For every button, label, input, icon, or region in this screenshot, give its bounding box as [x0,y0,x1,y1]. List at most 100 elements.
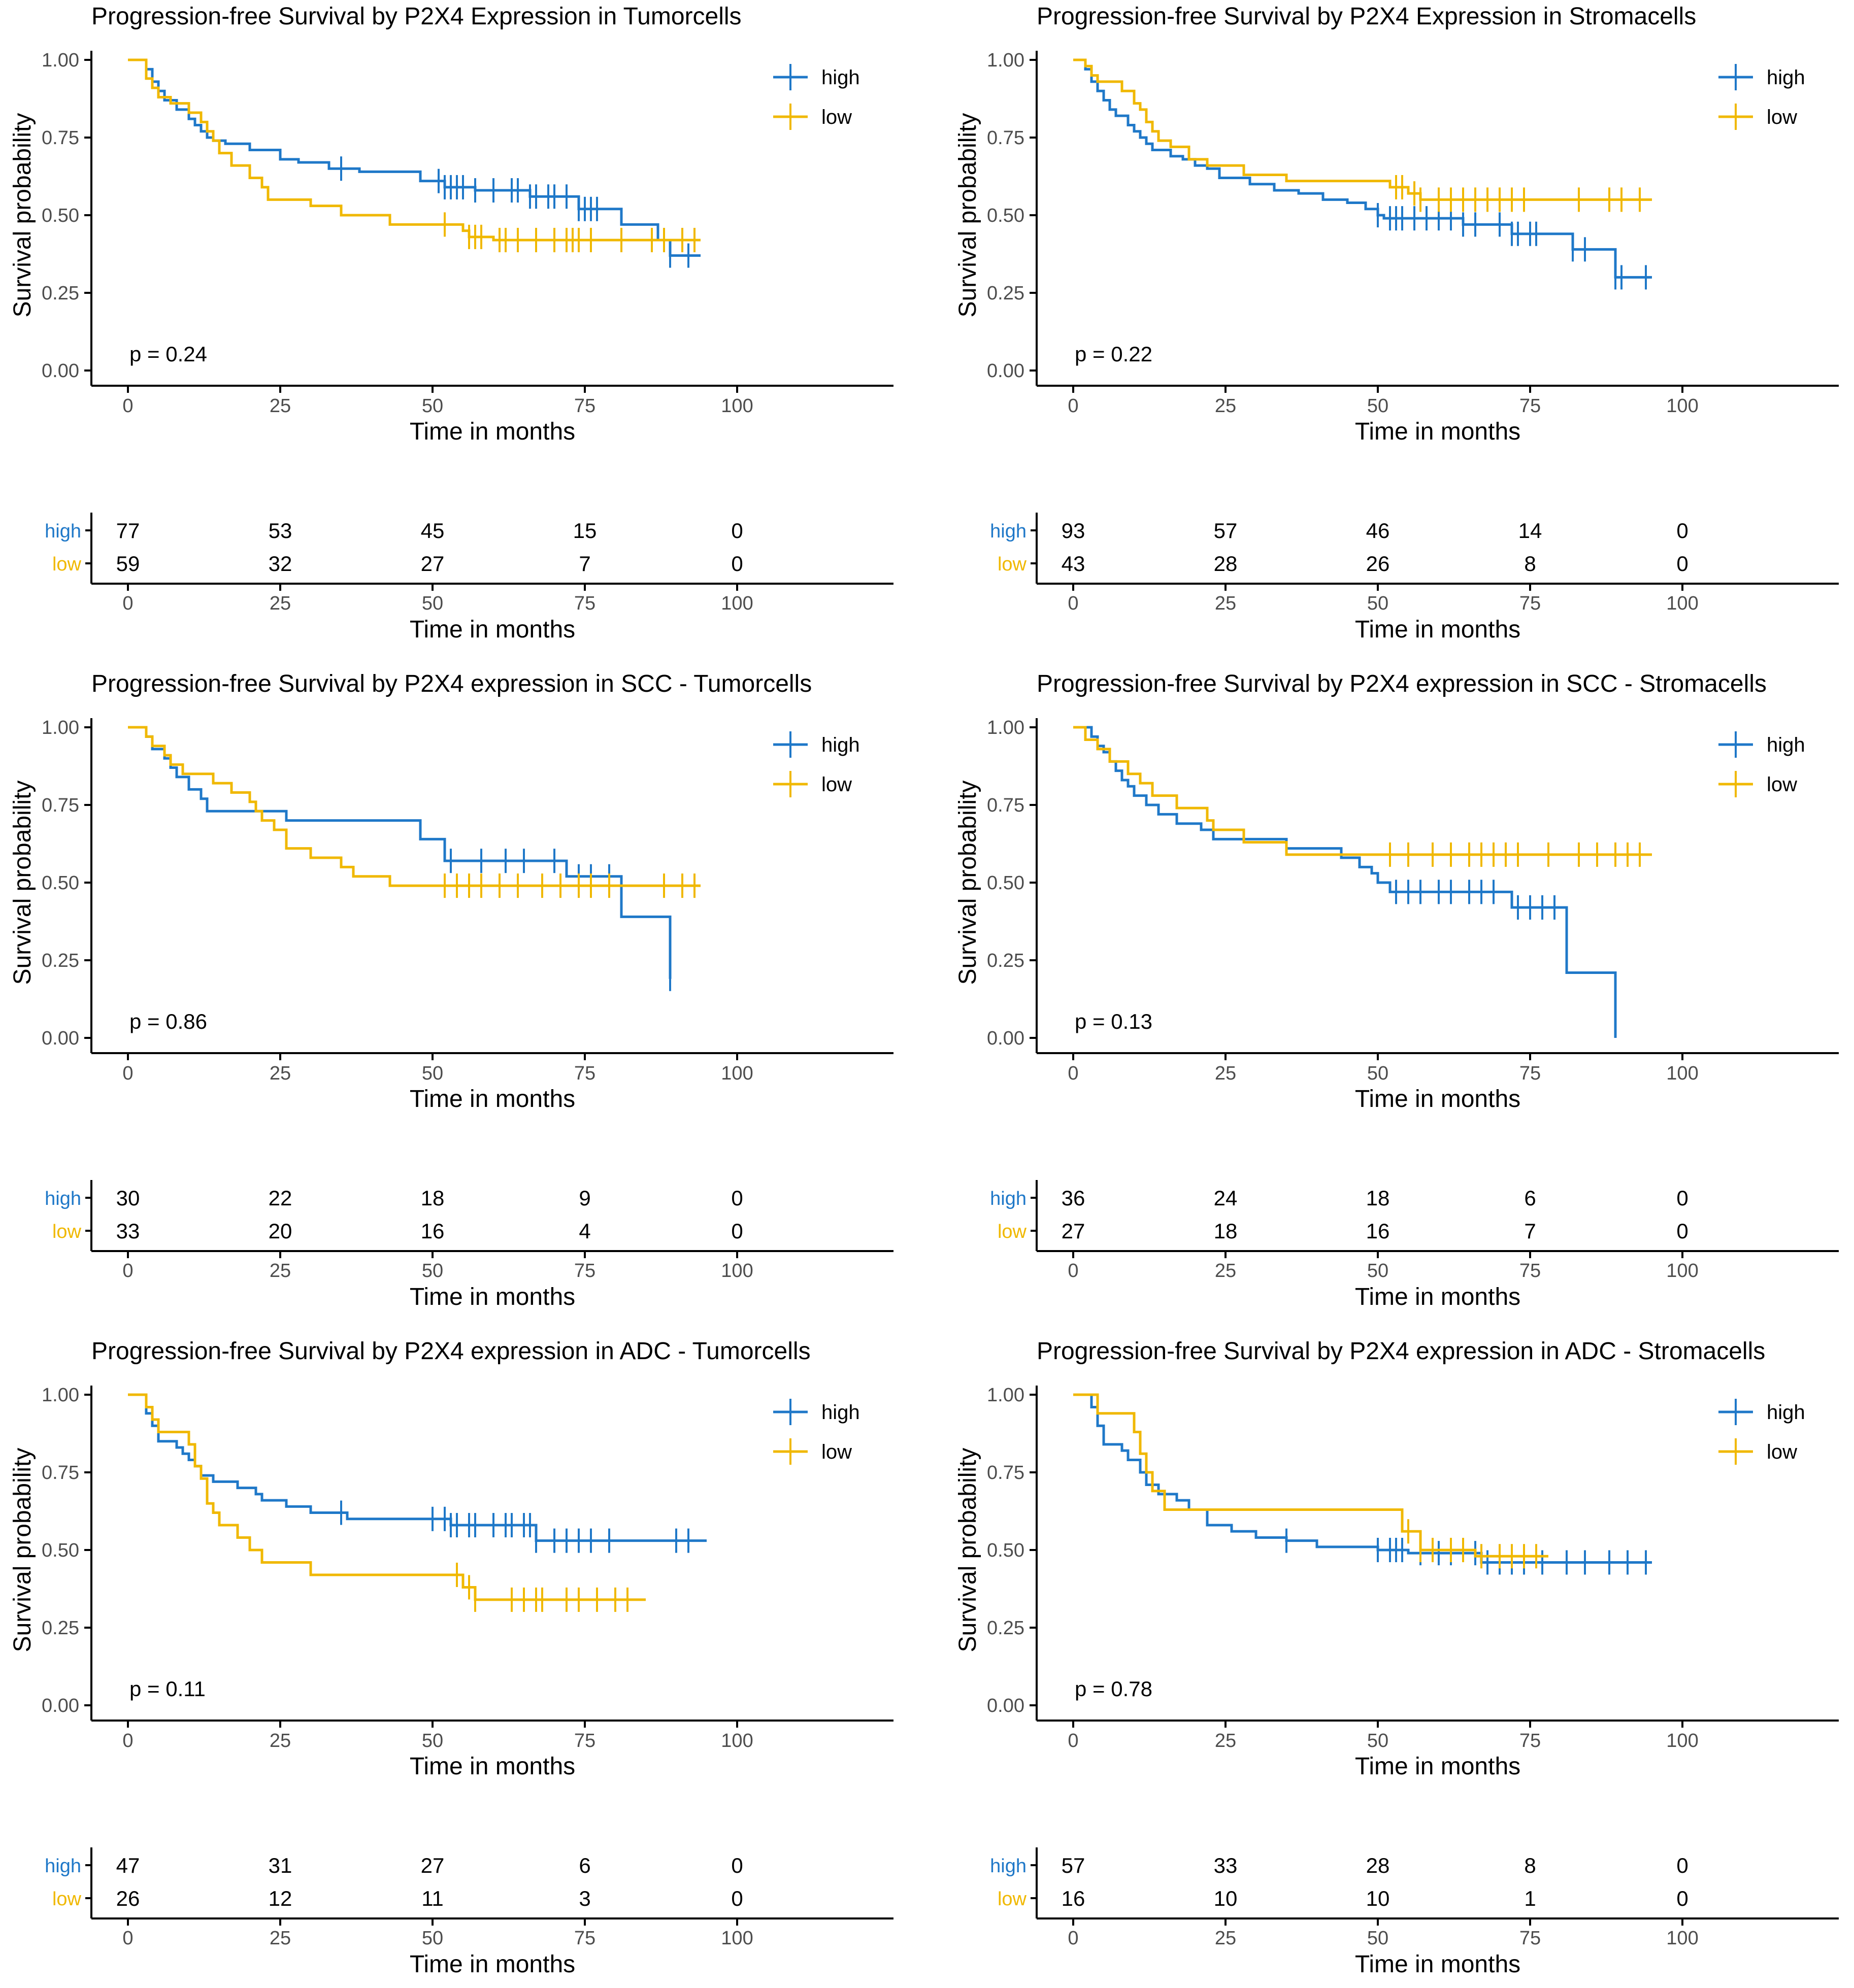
risk-count-low: 26 [1366,552,1390,576]
x-tick-label: 50 [422,395,443,417]
panel-title: Progression-free Survival by P2X4 Expres… [1037,3,1696,30]
x-tick-label: 100 [1666,1063,1698,1084]
risk-count-high: 28 [1366,1854,1390,1877]
legend-item-high: high [773,1399,860,1425]
risk-count-high: 9 [579,1186,590,1210]
y-tick-label: 0.50 [42,205,79,226]
risk-count-high: 33 [1214,1854,1238,1877]
risk-x-tick-label: 100 [1666,1260,1698,1282]
curve-high [1073,726,1617,1038]
risk-count-low: 8 [1524,552,1536,576]
curve-low [128,726,701,887]
y-tick-label: 1.00 [987,717,1024,738]
panel-title: Progression-free Survival by P2X4 expres… [91,1338,811,1365]
risk-count-high: 0 [731,1186,743,1210]
risk-count-high: 47 [116,1854,140,1877]
risk-count-high: 8 [1524,1854,1536,1877]
legend-label-high: high [1767,1401,1805,1424]
y-axis-label: Survival probability [954,781,981,985]
y-tick-label: 0.00 [987,1028,1024,1049]
x-axis-label: Time in months [410,1753,575,1780]
x-axis-label: Time in months [410,418,575,445]
x-tick-label: 75 [1519,1063,1541,1084]
risk-x-tick-label: 75 [1519,593,1541,614]
p-value: p = 0.24 [129,342,207,366]
legend-label-low: low [821,1441,852,1463]
legend-item-low: low [1718,1438,1797,1465]
legend-item-high: high [773,731,860,758]
risk-count-low: 20 [269,1219,292,1243]
risk-count-high: 18 [1366,1186,1390,1210]
panel-title: Progression-free Survival by P2X4 expres… [1037,1338,1765,1365]
x-tick-label: 50 [1367,1063,1388,1084]
risk-x-tick-label: 75 [574,593,595,614]
y-tick-label: 0.00 [987,1695,1024,1716]
curve-high [1073,1393,1652,1564]
risk-x-tick-label: 100 [721,1928,753,1949]
curve-low [128,1393,646,1601]
risk-x-tick-label: 0 [1068,593,1078,614]
y-tick-label: 1.00 [42,717,79,738]
risk-count-low: 0 [1676,1886,1688,1910]
legend-item-low: low [773,104,852,130]
panel-title: Progression-free Survival by P2X4 expres… [1037,670,1767,697]
risk-group-label-low: low [52,554,82,575]
risk-group-label-high: high [45,1188,81,1209]
y-tick-label: 1.00 [987,50,1024,71]
y-axis-label: Survival probability [954,1448,981,1653]
p-value: p = 0.78 [1075,1677,1152,1701]
y-tick-label: 0.50 [42,872,79,894]
risk-count-low: 10 [1214,1886,1238,1910]
risk-count-low: 27 [1062,1219,1085,1243]
risk-count-high: 18 [421,1186,445,1210]
y-tick-label: 0.75 [42,795,79,816]
risk-count-low: 7 [579,552,590,576]
x-tick-label: 0 [122,1730,133,1751]
risk-count-low: 16 [1366,1219,1390,1243]
risk-count-high: 57 [1062,1854,1085,1877]
risk-count-low: 10 [1366,1886,1390,1910]
risk-x-tick-label: 25 [1215,1260,1236,1282]
x-axis-label: Time in months [410,1086,575,1113]
curve-high [128,58,701,257]
y-tick-label: 0.25 [42,1618,79,1639]
y-tick-label: 0.00 [42,1028,79,1049]
risk-x-tick-label: 0 [122,1928,133,1949]
km-panel-1: Progression-free Survival by P2X4 Expres… [9,3,893,643]
x-tick-label: 75 [574,395,595,417]
y-tick-label: 0.25 [42,283,79,304]
risk-count-high: 0 [731,519,743,543]
risk-count-low: 18 [1214,1219,1238,1243]
legend-item-low: low [1718,771,1797,797]
risk-count-high: 6 [579,1854,590,1877]
legend-label-low: low [1767,773,1797,796]
y-axis-label: Survival probability [954,113,981,318]
x-tick-label: 75 [1519,1730,1541,1751]
km-panel-6: Progression-free Survival by P2X4 expres… [954,1338,1839,1978]
x-tick-label: 50 [422,1063,443,1084]
legend-item-low: low [1718,104,1797,130]
risk-count-low: 0 [731,552,743,576]
risk-x-tick-label: 50 [1367,593,1388,614]
risk-count-low: 32 [269,552,292,576]
risk-group-label-high: high [990,521,1027,542]
risk-x-tick-label: 0 [1068,1260,1078,1282]
risk-x-tick-label: 0 [1068,1928,1078,1949]
risk-count-low: 0 [731,1219,743,1243]
y-tick-label: 0.25 [42,950,79,971]
risk-count-low: 3 [579,1886,590,1910]
y-tick-label: 1.00 [42,50,79,71]
risk-group-label-low: low [998,1221,1027,1242]
risk-count-low: 26 [116,1886,140,1910]
risk-count-high: 46 [1366,519,1390,543]
p-value: p = 0.13 [1075,1009,1152,1033]
y-axis-label: Survival probability [9,781,36,985]
y-tick-label: 0.50 [987,1540,1024,1561]
legend-label-high: high [821,66,860,89]
risk-count-low: 16 [421,1219,445,1243]
risk-count-high: 45 [421,519,445,543]
risk-x-tick-label: 75 [574,1260,595,1282]
risk-x-tick-label: 100 [1666,1928,1698,1949]
risk-x-tick-label: 100 [1666,593,1698,614]
risk-count-high: 93 [1062,519,1085,543]
